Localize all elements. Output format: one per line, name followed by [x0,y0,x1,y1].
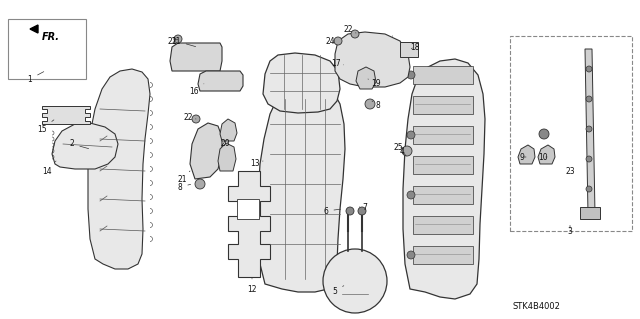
Circle shape [407,251,415,259]
Polygon shape [585,49,595,219]
Bar [413,66,473,84]
Text: 18: 18 [410,42,420,51]
Polygon shape [538,145,555,164]
Text: 8: 8 [178,182,191,191]
Text: 20: 20 [220,139,230,149]
Text: 1: 1 [28,72,44,84]
Polygon shape [263,53,340,113]
Circle shape [407,191,415,199]
Text: 9: 9 [520,152,526,161]
Bar [413,246,473,264]
Circle shape [586,186,592,192]
Text: 5: 5 [333,286,344,295]
Text: 10: 10 [538,152,548,161]
Bar [413,156,473,174]
Text: 21: 21 [177,171,190,183]
Polygon shape [88,69,150,269]
Text: 11: 11 [172,36,196,47]
Polygon shape [218,143,236,171]
Polygon shape [580,207,600,219]
Polygon shape [30,25,38,33]
Polygon shape [42,106,90,124]
Polygon shape [228,171,270,277]
Text: 25: 25 [393,143,404,152]
Text: 15: 15 [37,120,54,133]
Circle shape [586,66,592,72]
Bar [413,126,473,144]
Polygon shape [52,123,118,169]
Circle shape [346,207,354,215]
Circle shape [365,99,375,109]
Circle shape [539,129,549,139]
Circle shape [323,249,387,313]
Bar [237,199,259,219]
Text: 23: 23 [565,167,575,175]
Circle shape [586,126,592,132]
Circle shape [586,96,592,102]
Polygon shape [170,43,222,71]
Circle shape [195,179,205,189]
Text: 22: 22 [343,26,356,34]
Bar [413,96,473,114]
Text: STK4B4002: STK4B4002 [512,302,560,311]
Text: 2: 2 [70,139,89,149]
Text: 4: 4 [399,146,406,156]
Circle shape [334,37,342,45]
Circle shape [586,156,592,162]
Polygon shape [356,67,376,89]
Text: 22: 22 [183,113,196,122]
Polygon shape [258,83,345,292]
Polygon shape [335,32,410,87]
Circle shape [407,131,415,139]
Text: FR.: FR. [42,32,60,42]
Text: 17: 17 [331,60,344,69]
Bar [510,36,632,231]
Polygon shape [190,123,222,179]
Circle shape [407,71,415,79]
Bar [400,42,418,57]
Text: 7: 7 [360,203,367,211]
Polygon shape [220,119,237,141]
Circle shape [402,146,412,156]
Text: 19: 19 [368,79,381,88]
Bar [8,19,86,79]
Text: 24: 24 [325,36,335,46]
Polygon shape [198,71,243,91]
Circle shape [192,115,200,123]
Polygon shape [403,59,485,299]
Text: 3: 3 [568,226,572,235]
Text: 8: 8 [372,100,380,109]
Text: 22: 22 [167,36,178,46]
Text: 14: 14 [42,161,56,175]
Circle shape [358,207,366,215]
Text: 12: 12 [247,278,257,293]
Bar [413,186,473,204]
Text: 16: 16 [189,84,204,95]
Text: 6: 6 [324,206,340,216]
Circle shape [351,30,359,38]
Bar [413,216,473,234]
Polygon shape [518,145,535,164]
Text: 13: 13 [250,160,263,168]
Circle shape [174,35,182,43]
